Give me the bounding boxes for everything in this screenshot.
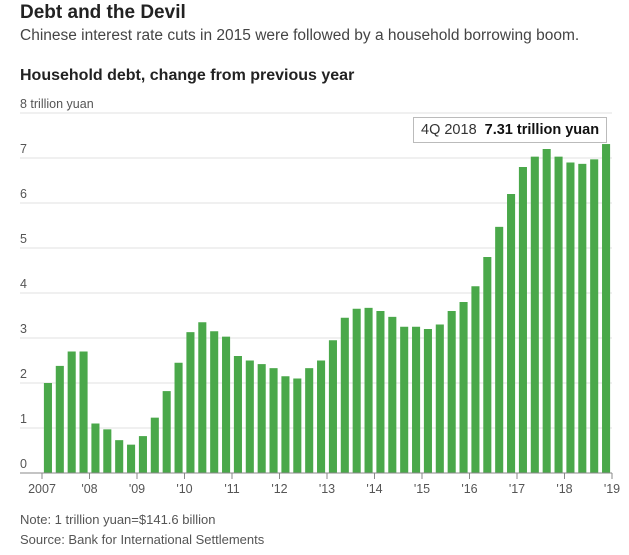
- bar-1q-2007: [43, 383, 52, 473]
- y-tick-label: 0: [20, 457, 27, 471]
- footnote: Note: 1 trillion yuan=$141.6 billion: [20, 512, 216, 527]
- bar-3q-2012: [305, 368, 314, 473]
- chart-title: Household debt, change from previous yea…: [20, 67, 355, 84]
- latest-value-callout: 4Q 2018 7.31 trillion yuan: [413, 117, 608, 143]
- bar-3q-2007: [67, 351, 76, 473]
- y-tick-label: 7: [20, 142, 27, 156]
- bar-1q-2017: [518, 167, 527, 473]
- x-tick-label: '19: [604, 482, 620, 496]
- x-tick-label: '18: [556, 482, 572, 496]
- bar-4q-2012: [317, 360, 326, 473]
- bar-2q-2017: [530, 156, 539, 473]
- bar-1q-2013: [328, 340, 337, 473]
- bar-1q-2018: [566, 162, 575, 473]
- bar-3q-2017: [542, 149, 551, 473]
- x-tick-label: 2007: [28, 482, 56, 496]
- bar-2q-2007: [55, 365, 64, 473]
- bar-1q-2010: [186, 332, 195, 473]
- bar-4q-2009: [174, 362, 183, 473]
- bar-4q-2018: [602, 144, 611, 474]
- x-tick-label: '13: [319, 482, 335, 496]
- bar-3q-2014: [400, 326, 409, 473]
- bar-3q-2018: [590, 159, 599, 473]
- bar-3q-2015: [447, 311, 456, 473]
- callout-value: 7.31 trillion yuan: [484, 122, 600, 138]
- callout-period: 4Q 2018: [421, 122, 477, 138]
- y-tick-label: 1: [20, 412, 27, 426]
- bar-1q-2016: [471, 286, 480, 473]
- bar-4q-2011: [269, 368, 278, 473]
- x-tick-label: '09: [129, 482, 145, 496]
- x-tick-label: '14: [366, 482, 382, 496]
- bar-2q-2009: [150, 417, 159, 473]
- bar-3q-2008: [115, 440, 124, 473]
- x-tick-label: '17: [509, 482, 525, 496]
- bar-1q-2014: [376, 311, 385, 473]
- bar-4q-2007: [79, 351, 88, 473]
- x-tick-label: '11: [224, 482, 239, 496]
- y-tick-label: 5: [20, 232, 27, 246]
- bar-3q-2016: [495, 226, 504, 473]
- y-tick-label: 2: [20, 367, 27, 381]
- y-tick-label: 8 trillion yuan: [20, 97, 94, 111]
- x-tick-label: '10: [176, 482, 192, 496]
- y-tick-label: 6: [20, 187, 27, 201]
- bar-1q-2011: [233, 356, 242, 473]
- y-tick-label: 4: [20, 277, 27, 291]
- chart-headline: Debt and the Devil: [20, 2, 186, 23]
- y-tick-label: 3: [20, 322, 27, 336]
- bar-2q-2018: [578, 163, 587, 473]
- x-tick-label: '12: [271, 482, 287, 496]
- bar-2q-2008: [103, 429, 112, 473]
- bar-4q-2008: [127, 444, 136, 473]
- bar-3q-2009: [162, 391, 171, 473]
- bar-1q-2012: [281, 376, 290, 473]
- bar-4q-2015: [459, 302, 468, 473]
- bar-4q-2016: [507, 194, 516, 473]
- bar-3q-2011: [257, 364, 266, 473]
- bar-2q-2015: [435, 324, 444, 473]
- bar-4q-2010: [222, 336, 231, 473]
- bar-2q-2011: [245, 360, 254, 473]
- x-tick-label: '15: [414, 482, 430, 496]
- bar-2q-2013: [340, 317, 349, 473]
- bar-4q-2013: [364, 307, 373, 473]
- bar-2q-2014: [388, 316, 397, 473]
- x-tick-label: '16: [461, 482, 477, 496]
- bar-1q-2015: [423, 329, 432, 473]
- bar-4q-2017: [554, 156, 563, 473]
- chart-subheadline: Chinese interest rate cuts in 2015 were …: [20, 27, 580, 44]
- bar-3q-2010: [210, 331, 219, 473]
- x-tick-label: '08: [81, 482, 97, 496]
- bar-4q-2014: [412, 326, 421, 473]
- bar-2q-2010: [198, 322, 207, 473]
- bar-1q-2008: [91, 423, 100, 473]
- bar-2q-2016: [483, 257, 492, 473]
- bar-1q-2009: [138, 436, 147, 473]
- source-line: Source: Bank for International Settlemen…: [20, 532, 265, 547]
- bar-2q-2012: [293, 378, 302, 473]
- bar-3q-2013: [352, 308, 361, 473]
